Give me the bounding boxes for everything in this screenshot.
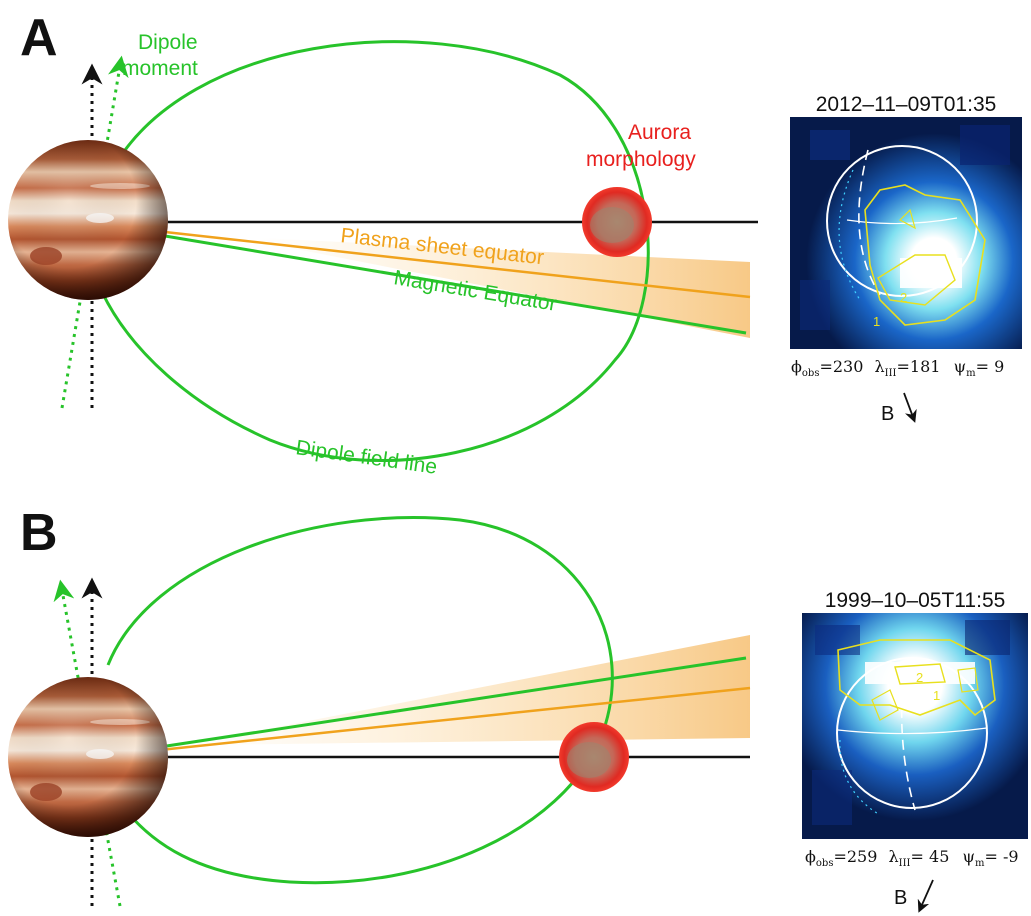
jupiter-b [8,677,168,837]
aurora-image-b: 2 1 [802,613,1028,839]
dipole-field-line-b [106,516,614,885]
dipole-field-line-label: Dipole field line [294,436,438,479]
b-field-label-a: B [881,403,894,425]
phi-value-a: =230 [819,357,863,376]
magnetic-equator-a [164,234,747,335]
phi-value-b: =259 [833,847,877,866]
contour-label-1-a: 1 [873,314,880,329]
phi-symbol-b: ϕ [805,847,816,866]
aurora-params-a: ϕobs=230 λIII=181 ψm= 9 [791,357,1004,379]
dipole-field-line-a [100,40,650,462]
panel-a: A Dipole moment Aurora [8,9,1022,479]
b-field-arrow-b [917,879,934,913]
psi-symbol-a: ψ [954,357,967,376]
dipole-axis-a [60,55,129,409]
psi-symbol-b: ψ [962,847,975,866]
aurora-timestamp-a: 2012–11–09T01:35 [816,93,997,116]
psi-sub-b: m [975,858,985,869]
aurora-params-b: ϕobs=259 λIII= 45 ψm= -9 [805,847,1019,869]
aurora-label-1: Aurora [628,121,691,144]
psi-sub-a: m [966,368,976,379]
contour-label-2-a: 2 [900,290,907,305]
psi-value-a: = 9 [976,357,1005,376]
contour-label-1-b: 1 [933,688,940,703]
aurora-timestamp-b: 1999–10–05T11:55 [825,589,1006,612]
lambda-symbol-a: λ [875,357,885,376]
panel-b-letter: B [20,504,58,562]
lambda-sub-b: III [899,858,911,869]
phi-symbol-a: ϕ [791,357,802,376]
plasma-sheet-equator-a [164,230,751,299]
psi-value-b: = -9 [985,847,1019,866]
aurora-label-2: morphology [586,148,696,171]
b-field-label-b: B [894,887,907,909]
b-field-arrow-a [903,392,917,423]
magnetic-equator-b [159,656,747,749]
lambda-value-a: =181 [897,357,941,376]
dipole-moment-label-2: moment [122,57,198,80]
lambda-symbol-b: λ [889,847,899,866]
io-moon-b [559,722,629,792]
phi-sub-b: obs [816,858,834,869]
dipole-moment-label-1: Dipole [138,31,198,54]
panel-a-letter: A [20,9,58,67]
lambda-value-b: = 45 [911,847,950,866]
panel-b: B 1999–10–05T11:55 [8,504,1028,913]
lambda-sub-a: III [885,368,897,379]
contour-label-2-b: 2 [916,670,923,685]
aurora-image-a: 2 1 [790,117,1022,349]
io-moon-a [582,187,652,257]
plasma-sheet-equator-b [159,686,751,752]
phi-sub-a: obs [802,368,820,379]
jupiter-a [8,140,168,300]
